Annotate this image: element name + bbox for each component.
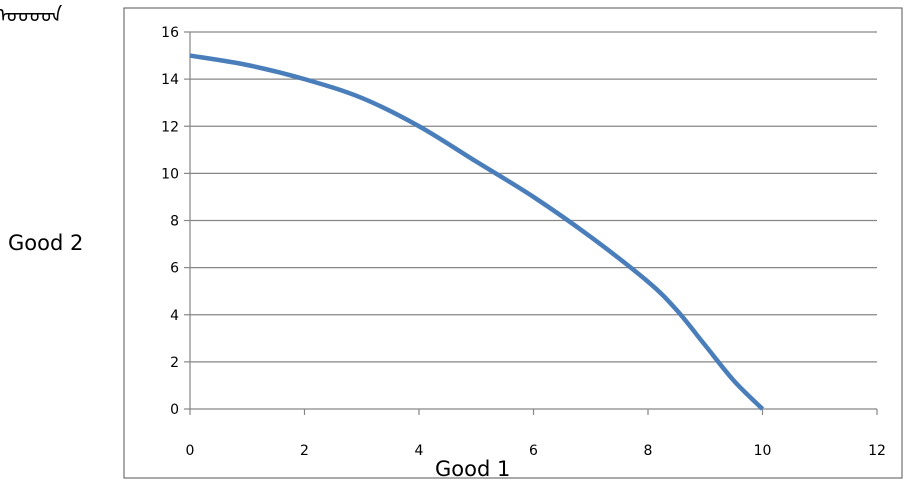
axes (184, 31, 878, 415)
x-tick-label: 8 (644, 443, 653, 459)
series (189, 53, 765, 411)
x-tick-label: 6 (529, 443, 538, 459)
tick-labels: 0 2 4 6 8 10 12 14 16 0 2 4 6 8 10 12 (161, 25, 886, 459)
series-line (189, 53, 765, 411)
y-tick-label: 12 (161, 119, 179, 135)
corner-text: ᠣᠣᠤᠳ (0, 3, 62, 27)
y-tick-label: 6 (170, 261, 179, 277)
x-tick-label: 0 (186, 443, 195, 459)
x-tick-label: 4 (415, 443, 424, 459)
y-tick-label: 8 (170, 214, 179, 230)
x-axis-title: Good 1 (435, 457, 510, 481)
y-tick-label: 2 (170, 355, 179, 371)
plot-frame (123, 7, 903, 479)
y-tick-label: 16 (161, 25, 179, 41)
y-tick-label: 10 (161, 166, 179, 182)
x-tick-label: 2 (300, 443, 309, 459)
y-axis-title: Good 2 (8, 231, 83, 255)
x-tick-label: 12 (868, 443, 886, 459)
y-tick-label: 14 (161, 72, 179, 88)
x-tick-label: 10 (754, 443, 772, 459)
y-tick-label: 0 (170, 402, 179, 418)
y-tick-label: 4 (170, 308, 179, 324)
